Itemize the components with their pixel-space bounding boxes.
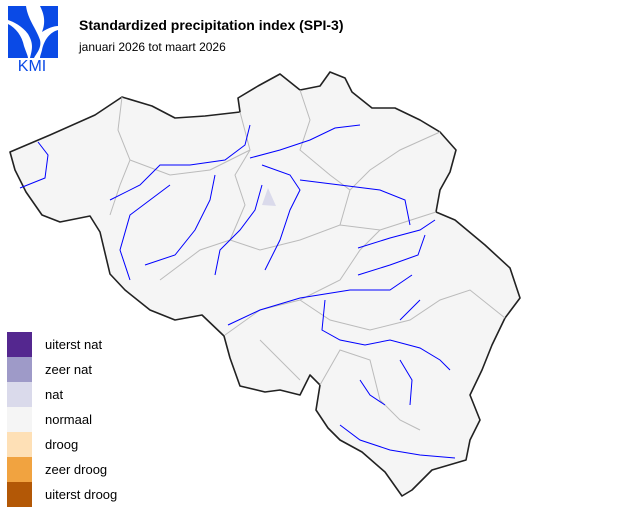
legend-label: zeer nat	[45, 362, 92, 377]
legend-swatch	[7, 357, 32, 382]
map-subtitle: januari 2026 tot maart 2026	[79, 40, 226, 54]
legend-item: nat	[7, 382, 117, 407]
svg-text:KMI: KMI	[18, 58, 46, 72]
legend-label: zeer droog	[45, 462, 108, 477]
legend: uiterst nat zeer nat nat normaal droog z…	[7, 332, 117, 507]
legend-swatch	[7, 432, 32, 457]
legend-swatch	[7, 382, 32, 407]
legend-item: zeer nat	[7, 357, 117, 382]
legend-item: normaal	[7, 407, 117, 432]
kmi-logo: KMI	[8, 6, 58, 72]
legend-swatch	[7, 482, 32, 507]
legend-label: uiterst droog	[45, 487, 118, 502]
legend-item: zeer droog	[7, 457, 117, 482]
legend-swatch	[7, 407, 32, 432]
belgium-outline	[9, 71, 521, 497]
rivers	[19, 124, 456, 459]
legend-swatch	[7, 457, 32, 482]
province-boundaries	[109, 89, 506, 431]
legend-label: droog	[45, 437, 79, 452]
map-title: Standardized precipitation index (SPI-3)	[79, 17, 344, 33]
legend-label: nat	[45, 387, 64, 402]
legend-item: uiterst droog	[7, 482, 117, 507]
legend-item: uiterst nat	[7, 332, 117, 357]
wet-area	[262, 188, 276, 206]
legend-item: droog	[7, 432, 117, 457]
legend-swatch	[7, 332, 32, 357]
legend-label: uiterst nat	[45, 337, 103, 352]
legend-label: normaal	[45, 412, 92, 427]
